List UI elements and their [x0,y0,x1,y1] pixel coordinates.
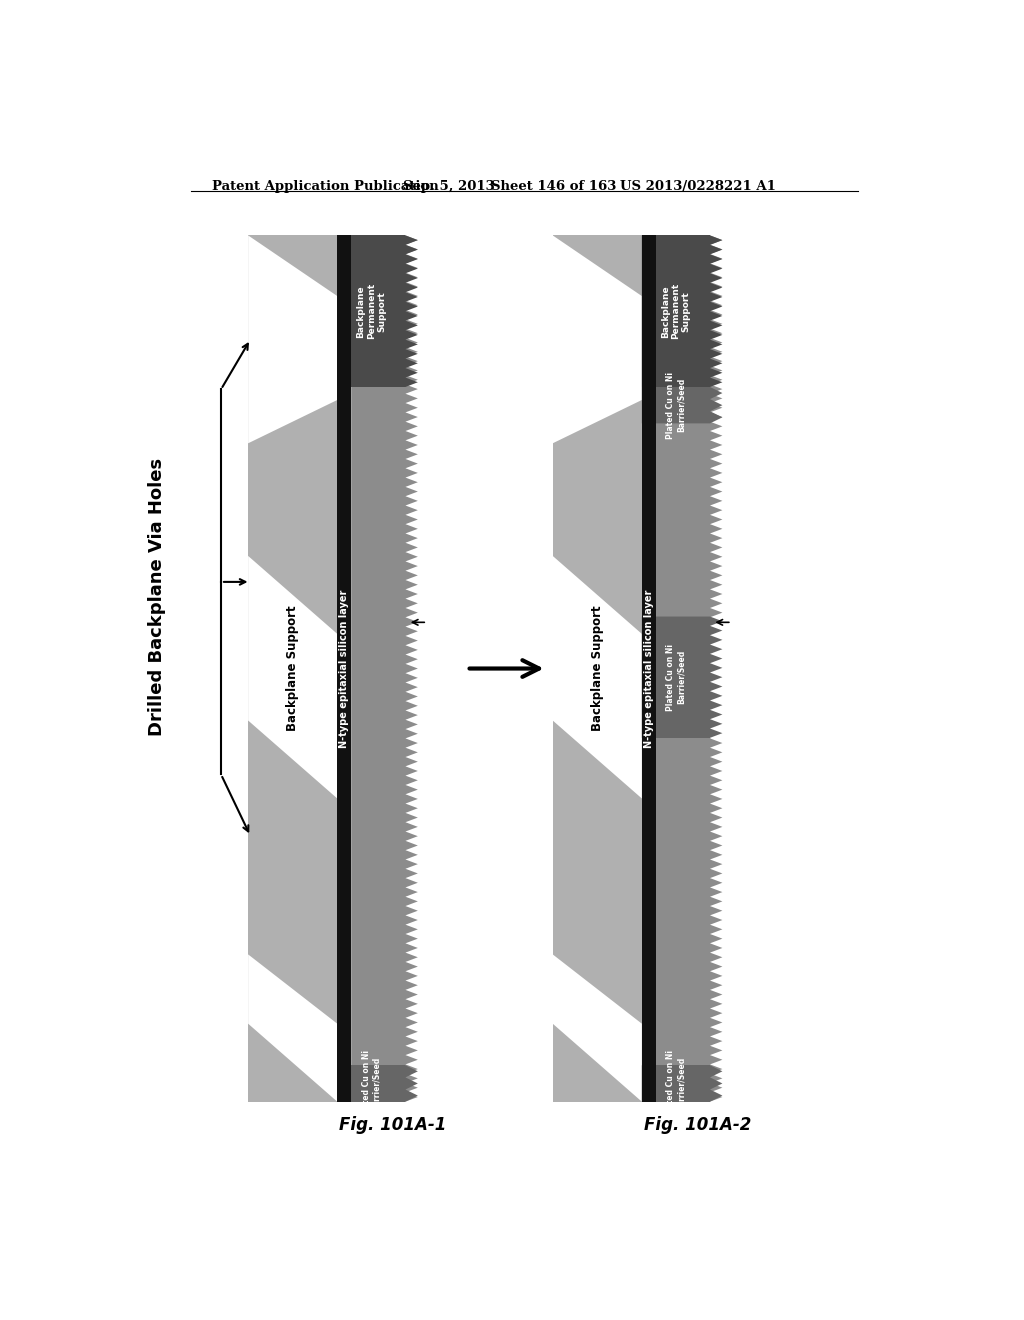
Text: Plated Cu on Ni
Barrier/Seed: Plated Cu on Ni Barrier/Seed [667,644,686,710]
Polygon shape [553,556,642,799]
Polygon shape [337,1065,418,1102]
Polygon shape [642,616,722,738]
Polygon shape [642,235,722,387]
Text: Fig. 101A-1: Fig. 101A-1 [339,1115,446,1134]
Text: Textured Cell Sunnyside With PECVD (α-SI) / SiNx Passivation /ARC: Textured Cell Sunnyside With PECVD (α-SI… [424,484,434,853]
Bar [248,235,337,1102]
Bar [642,616,726,738]
Polygon shape [337,235,418,387]
Bar [642,235,655,1102]
Text: Backplane Support: Backplane Support [286,606,299,731]
Text: N-type epitaxial silicon layer: N-type epitaxial silicon layer [339,589,349,747]
Text: Plated Cu on Ni
Barrier/Seed: Plated Cu on Ni Barrier/Seed [667,1049,686,1117]
Polygon shape [248,235,337,444]
Bar [642,1065,710,1102]
Bar [337,235,406,387]
Text: Sep. 5, 2013: Sep. 5, 2013 [403,180,495,193]
Polygon shape [553,235,642,444]
Text: Fig. 101A-2: Fig. 101A-2 [644,1115,752,1134]
Polygon shape [553,954,642,1102]
Bar [337,235,351,1102]
Bar [642,387,710,424]
Text: Backplane
Permanent
Support: Backplane Permanent Support [356,282,386,339]
Text: Patent Application Publication: Patent Application Publication [212,180,438,193]
Bar [642,235,710,387]
Polygon shape [248,556,337,799]
Text: Plated Cu on Ni
Barrier/Seed: Plated Cu on Ni Barrier/Seed [667,372,686,438]
Bar [337,1065,406,1102]
Polygon shape [655,235,722,1102]
Text: Plated Cu on Ni
Barrier/Seed: Plated Cu on Ni Barrier/Seed [361,1049,381,1117]
Polygon shape [351,235,418,1102]
Text: Backplane Support: Backplane Support [591,606,604,731]
Bar [553,235,642,1102]
Text: N-type epitaxial silicon layer: N-type epitaxial silicon layer [644,589,653,747]
Polygon shape [642,1065,722,1102]
Text: Backplane
Permanent
Support: Backplane Permanent Support [662,282,691,339]
Text: Textured Cell Sunnyside With PECVD (α-SI) / SiNx Passivation /ARC: Textured Cell Sunnyside With PECVD (α-SI… [729,484,738,853]
Text: Drilled Backplane Via Holes: Drilled Backplane Via Holes [148,458,167,737]
Polygon shape [642,387,722,424]
Text: Sheet 146 of 163: Sheet 146 of 163 [490,180,616,193]
Text: US 2013/0228221 A1: US 2013/0228221 A1 [621,180,776,193]
Bar [642,616,710,738]
Polygon shape [248,954,337,1102]
